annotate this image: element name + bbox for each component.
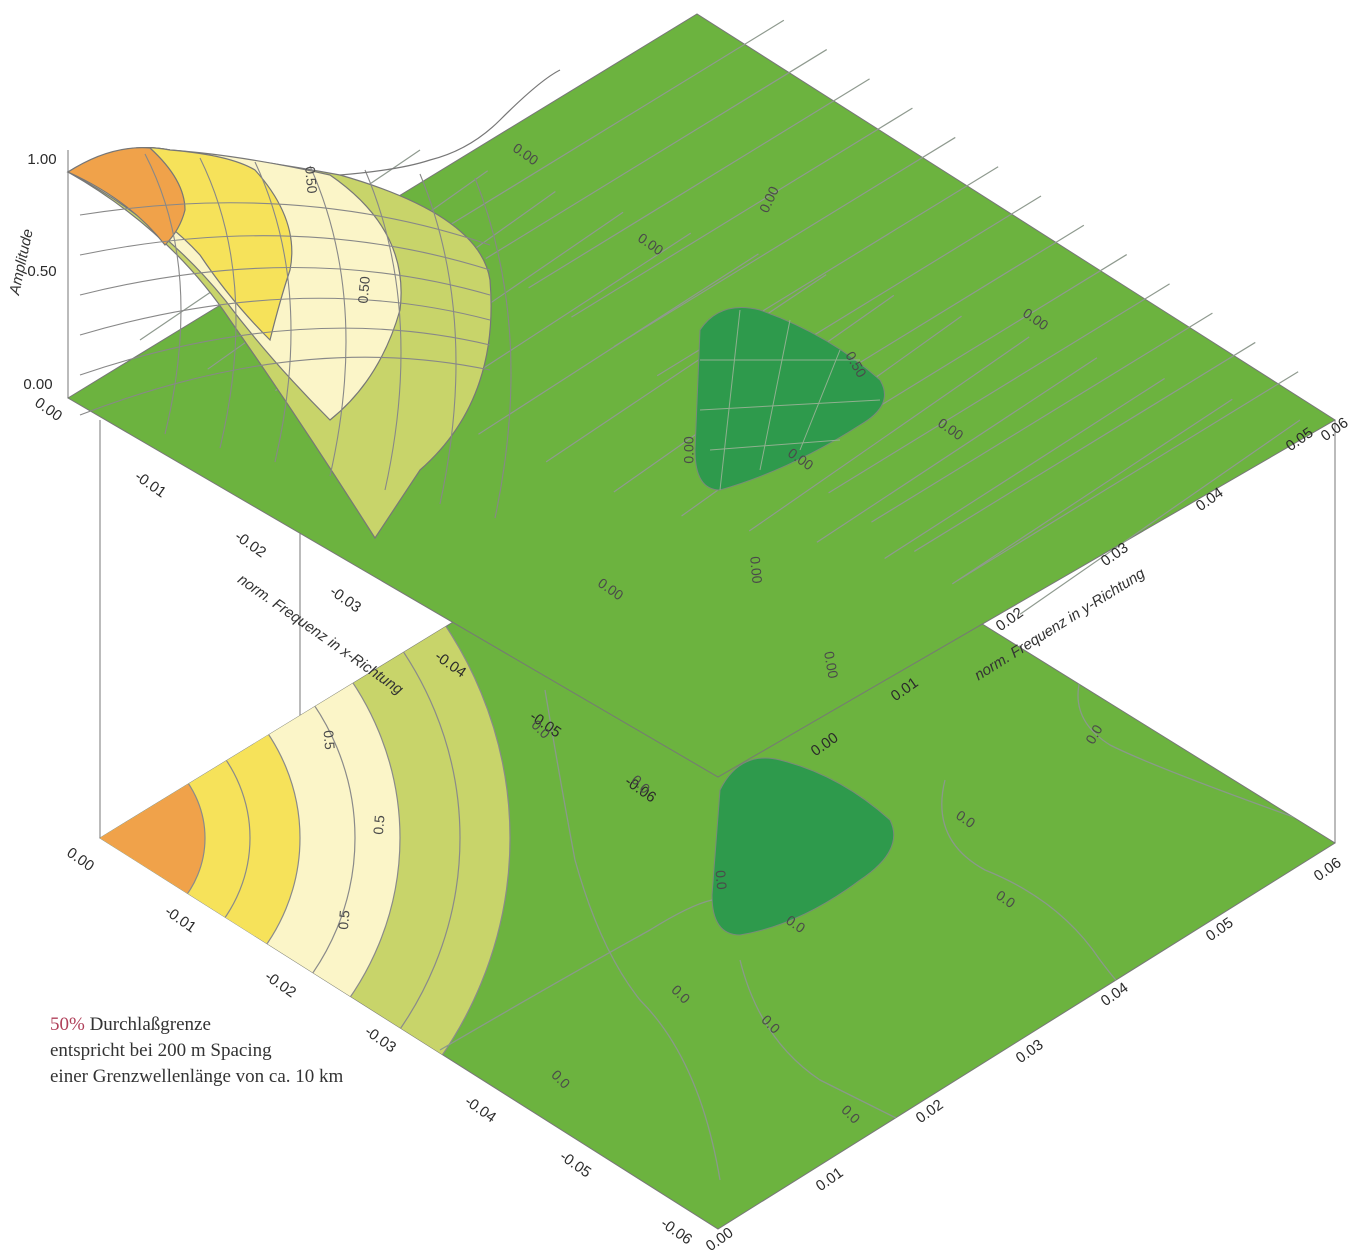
top-x-tick-label: -0.01 <box>131 468 169 502</box>
x-axis-label: norm. Frequenz in x-Richtung <box>234 571 406 699</box>
base-zero-contour <box>439 899 713 1051</box>
base-contour-label: 0.5 <box>370 814 388 835</box>
surface-mesh-line <box>613 136 956 347</box>
hill-mesh-line <box>79 297 491 336</box>
surface-mesh-line <box>571 107 913 318</box>
hill-mesh <box>79 153 512 519</box>
surface-mesh-line <box>884 377 1165 559</box>
hill-mesh-line <box>79 267 491 296</box>
surface-contour-label: 0.50 <box>302 166 320 195</box>
base-x-tick-label: -0.02 <box>261 968 299 1002</box>
surface-mesh-line <box>442 19 785 230</box>
z-tick-label: 1.00 <box>27 151 56 168</box>
surface-mesh-line <box>699 399 881 411</box>
surface-mesh-line <box>799 349 841 451</box>
surface-negative-mesh <box>699 309 881 491</box>
surface-mesh-line <box>828 283 1170 494</box>
hill-band-1.0 <box>66 147 186 246</box>
surface-mesh-line <box>478 253 759 435</box>
surface-mesh-line <box>759 319 791 471</box>
surface-mesh-line <box>709 439 841 451</box>
top-x-tick-label: -0.03 <box>326 583 364 617</box>
surface-mesh-line <box>528 78 870 289</box>
surface-mesh-line <box>748 336 1030 532</box>
base-contour-line <box>100 592 356 1084</box>
hill-mesh-line <box>474 177 512 519</box>
base-y-tick-label: 0.00 <box>703 1224 737 1254</box>
base-y-tick-label: 0.06 <box>1311 854 1345 885</box>
base-zero-contour <box>544 689 721 1181</box>
hill-mesh-line <box>419 173 457 505</box>
base-x-tick-label: -0.05 <box>556 1148 594 1182</box>
surface-contour-label: 0.00 <box>681 436 697 463</box>
surface-contour-label: 0.00 <box>747 556 765 585</box>
base-x-tick-label: -0.01 <box>161 903 199 937</box>
hill-mesh-line <box>309 165 347 477</box>
annotation-text-1: Durchlaßgrenze <box>84 1014 211 1035</box>
hill-mesh-line <box>144 153 182 435</box>
base-contour-line <box>100 693 251 983</box>
top-x-tick-label: 0.00 <box>31 394 65 425</box>
base-contour-label: 0.5 <box>335 909 353 930</box>
top-x-tick-label: -0.02 <box>231 528 269 562</box>
annotation-note: 50% Durchlaßgrenze entspricht bei 200 m … <box>50 1012 470 1090</box>
surface-mesh-line <box>545 274 827 463</box>
hill-mesh-line <box>79 235 491 271</box>
surface-contour-label: 0.50 <box>355 275 373 304</box>
surface-mesh-line <box>956 371 1299 582</box>
z-tick-label: 0.50 <box>27 263 56 280</box>
surface-edge <box>339 69 561 176</box>
hill-mesh-line <box>254 161 292 463</box>
base-y-tick-label: 0.01 <box>813 1164 847 1195</box>
annotation-line-1: 50% Durchlaßgrenze <box>50 1012 470 1038</box>
base-zero-contour <box>1077 679 1331 831</box>
base-contour-line <box>100 491 461 1185</box>
hill-mesh-line <box>199 157 237 449</box>
hill-mesh-line <box>79 356 491 416</box>
surface-mesh-line <box>871 312 1213 523</box>
base-contour-label: 0.0 <box>712 869 730 890</box>
base-x-tick-label: -0.06 <box>657 1215 695 1249</box>
base-negative-region <box>711 757 895 936</box>
base-x-tick-label: -0.04 <box>461 1093 499 1127</box>
surface-mesh-line <box>951 398 1233 585</box>
hill-mesh-line <box>79 202 491 246</box>
hill-mesh-line <box>79 327 491 376</box>
z-tick-label: 0.00 <box>23 376 52 393</box>
annotation-line-3: einer Grenzwellenlänge von ca. 10 km <box>50 1066 344 1087</box>
surface-hill <box>66 147 512 540</box>
hill-mesh-line <box>364 169 402 491</box>
surface-mesh-line <box>913 341 1256 552</box>
surface-mesh-line <box>1019 419 1301 615</box>
surface-mesh-line <box>816 357 1098 543</box>
annotation-percent: 50% <box>50 1014 85 1035</box>
annotation-line-2: entspricht bei 200 m Spacing <box>50 1040 272 1061</box>
surface-contour-label: 0.00 <box>821 650 842 680</box>
surface-mesh-line <box>719 309 741 491</box>
surface-plane <box>66 13 1336 778</box>
surface-negative-region <box>694 307 885 491</box>
surface-mesh-line <box>485 49 828 260</box>
base-contour-label: 0.5 <box>320 729 338 750</box>
base-x-tick-label: 0.00 <box>63 844 97 875</box>
